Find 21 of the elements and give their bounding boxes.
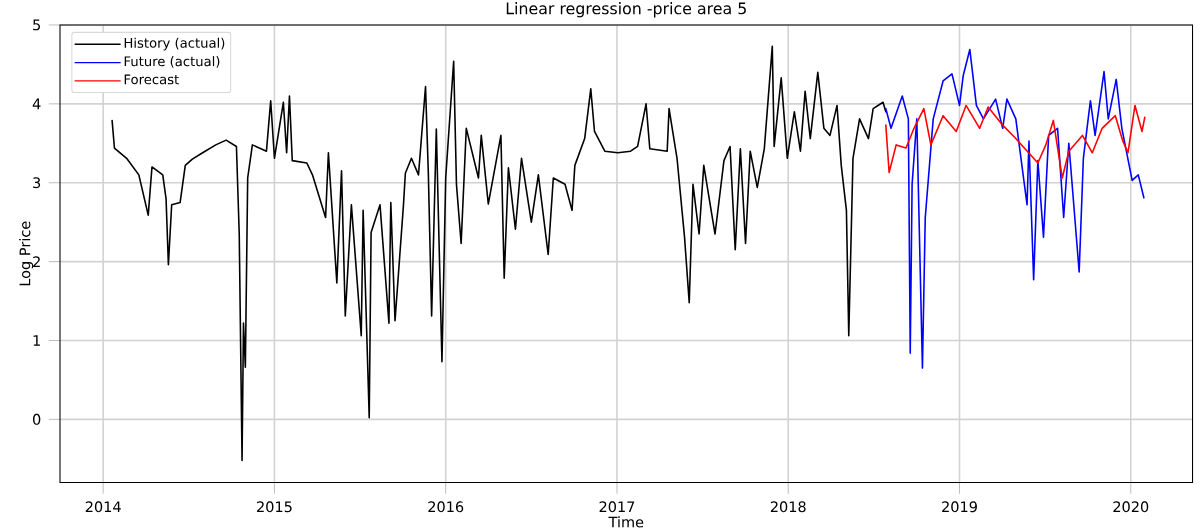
y-tick-label: 2 <box>33 256 40 267</box>
x-tick-label: 2017 <box>599 501 635 513</box>
x-tick-label: 2014 <box>85 501 121 513</box>
y-axis-title: Log Price <box>19 221 34 286</box>
y-tick-label: 1 <box>33 335 40 346</box>
y-tick-label: 5 <box>33 19 41 31</box>
x-axis-title: Time <box>608 516 644 528</box>
legend-label: Forecast <box>124 74 179 85</box>
x-tick-label: 2019 <box>942 501 977 513</box>
y-tick-label: 4 <box>32 98 41 110</box>
line-series <box>885 104 1146 179</box>
line-series <box>885 48 1145 369</box>
y-tick-label: 3 <box>33 177 41 189</box>
x-tick-label: 2016 <box>428 501 464 513</box>
y-tick-label: 0 <box>33 413 41 425</box>
x-tick-label: 2018 <box>770 501 806 513</box>
legend-label: History (actual) <box>124 37 225 51</box>
legend-label: Future (actual) <box>124 56 220 68</box>
chart-title: Linear regression -price area 5 <box>506 2 746 18</box>
x-tick-label: 2020 <box>1113 501 1149 513</box>
x-tick-label: 2015 <box>257 501 292 513</box>
